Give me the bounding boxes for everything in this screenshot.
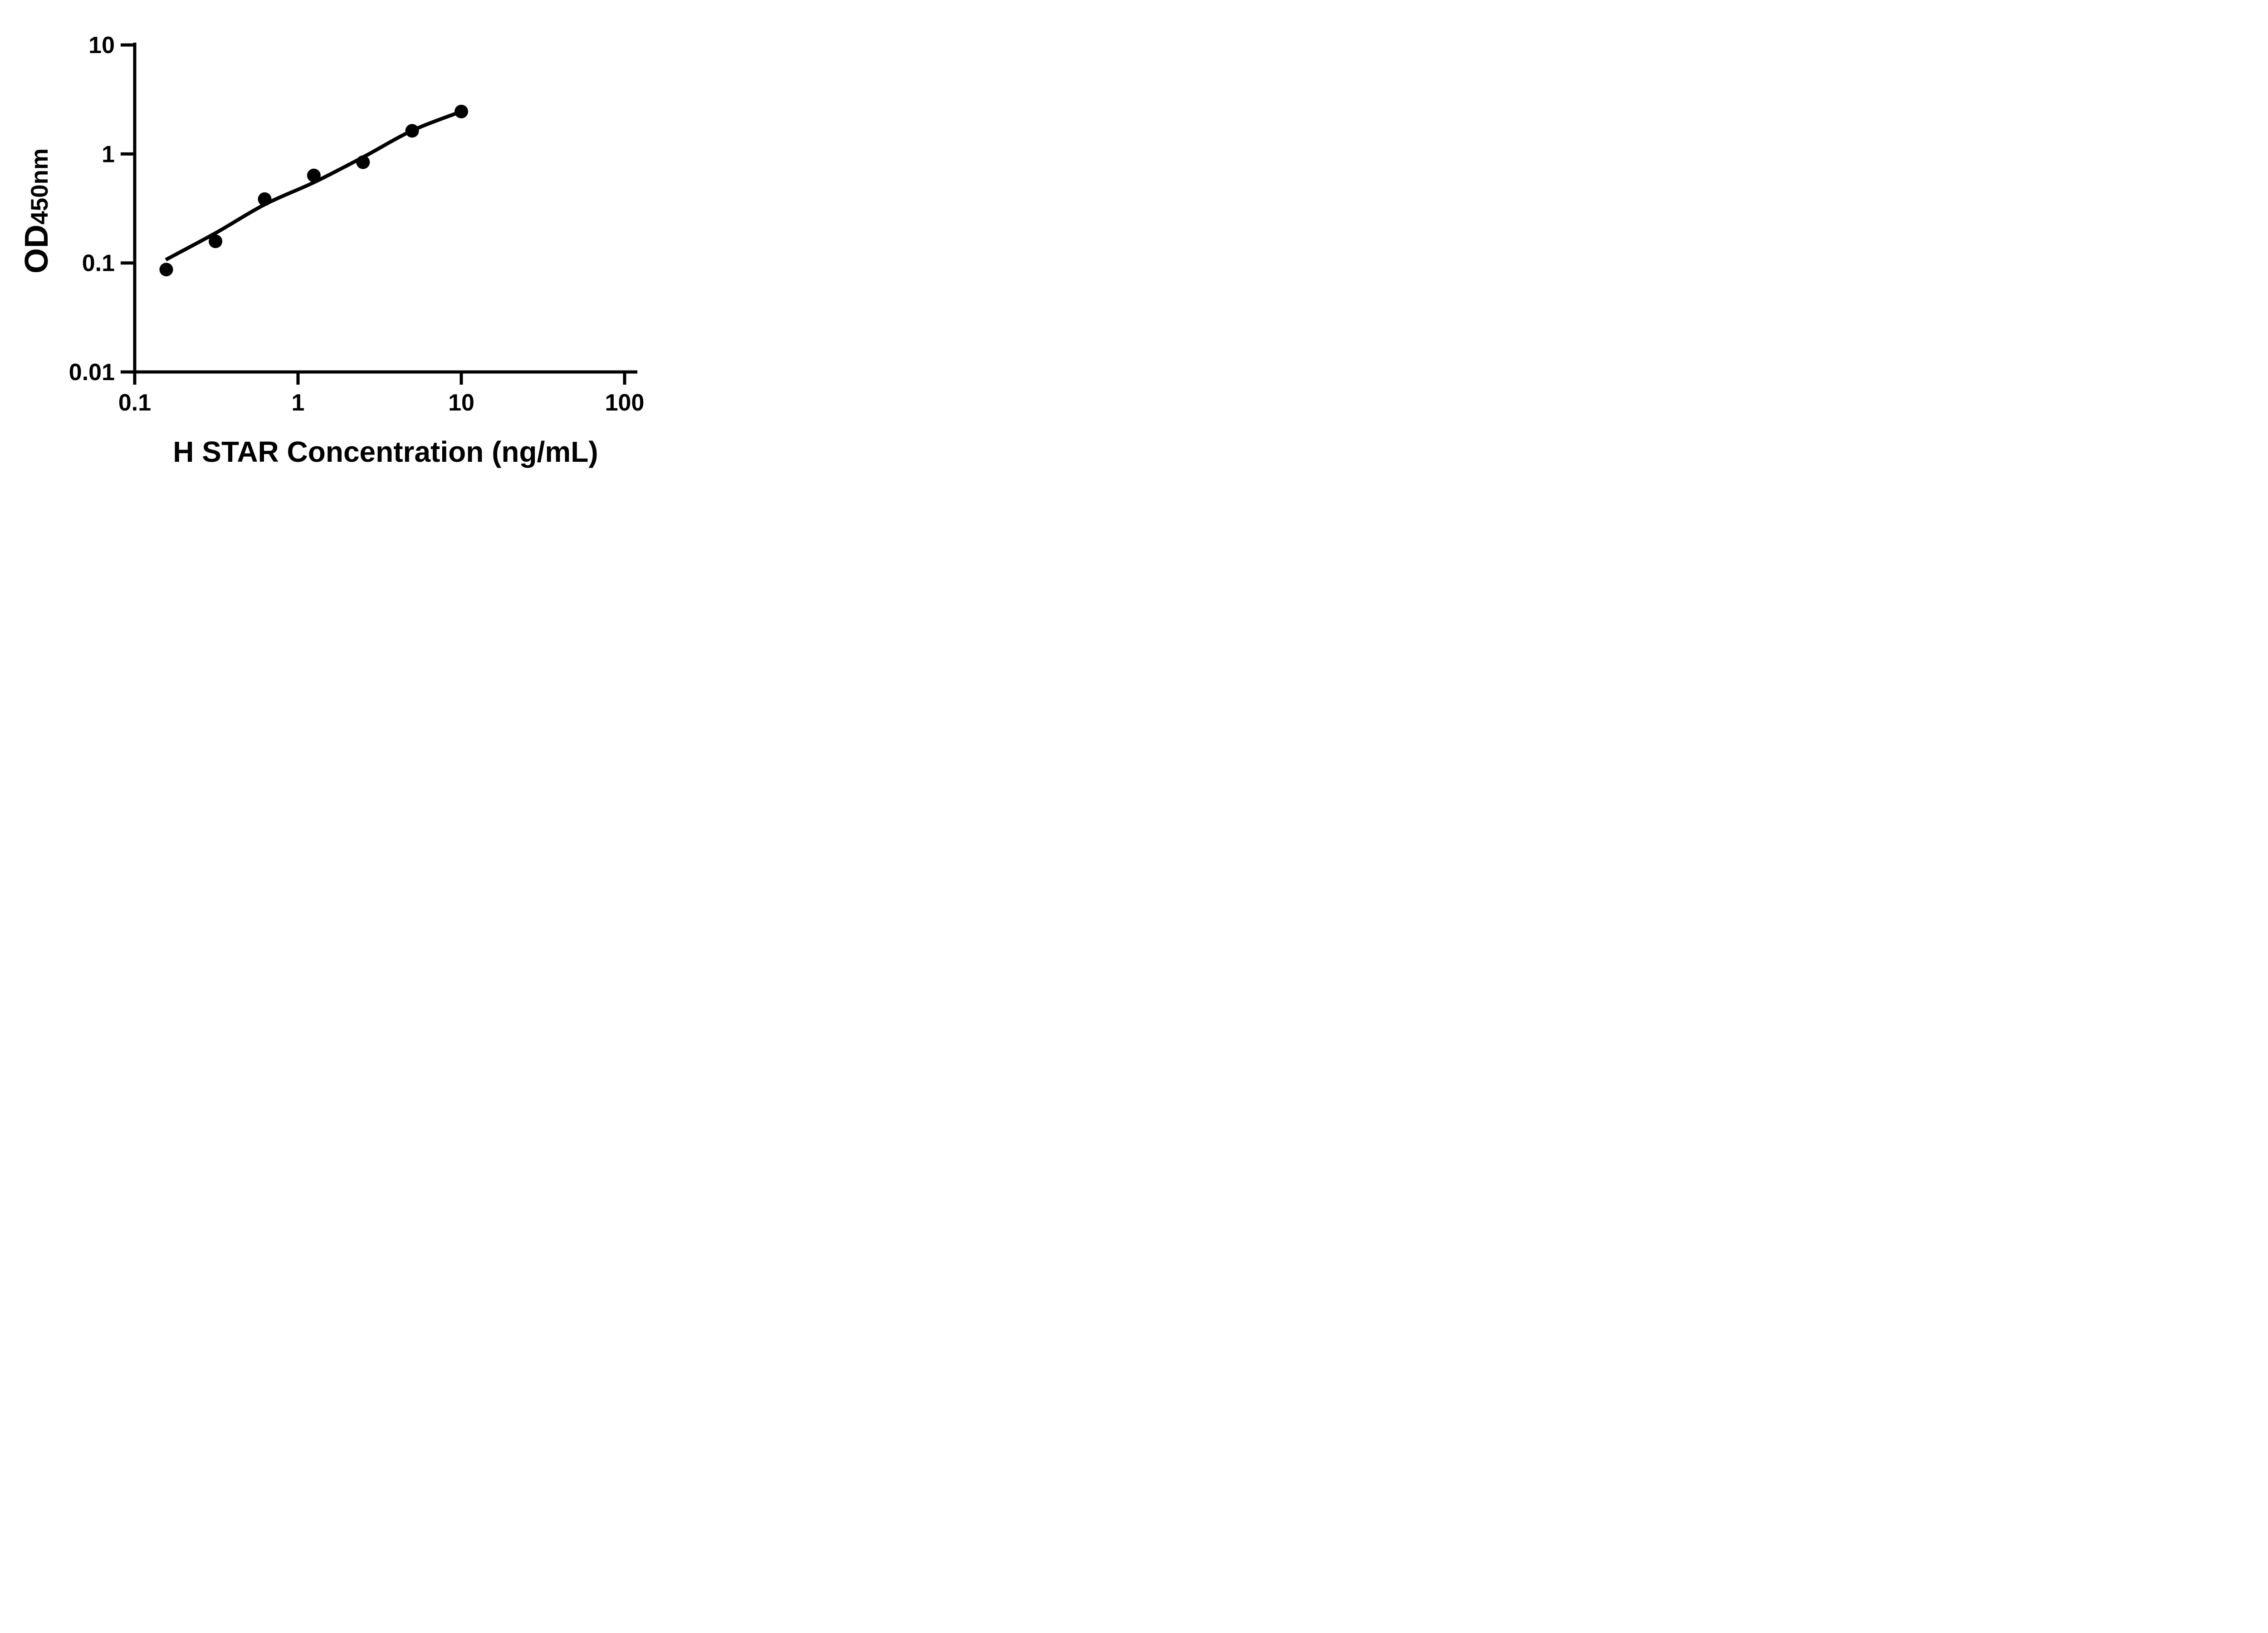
data-point-marker bbox=[307, 168, 321, 182]
x-tick-label: 1 bbox=[292, 390, 305, 416]
y-axis-title-main: OD bbox=[19, 225, 55, 274]
data-point-marker bbox=[455, 104, 468, 118]
x-tick-label: 100 bbox=[605, 390, 645, 416]
data-point-marker bbox=[405, 124, 419, 138]
x-axis-title: H STAR Concentration (ng/mL) bbox=[173, 435, 598, 468]
data-point-marker bbox=[258, 192, 272, 206]
axis-spines bbox=[133, 43, 637, 374]
x-tick-label: 0.1 bbox=[118, 390, 151, 416]
data-point-marker bbox=[356, 155, 370, 169]
elisa-standard-curve-figure: 0.1 1 10 100 10 1 0.1 0.01 H STAR Concentration… bbox=[0, 0, 700, 490]
y-tick-label: 0.01 bbox=[69, 359, 115, 386]
y-tick-label: 1 bbox=[102, 141, 115, 167]
y-axis-title-subscript: 450nm bbox=[26, 148, 53, 225]
y-tick-label: 10 bbox=[88, 32, 115, 59]
y-tick-label: 0.1 bbox=[82, 250, 115, 277]
data-point-marker bbox=[159, 263, 173, 277]
y-axis-title: OD450nm bbox=[19, 148, 55, 274]
data-point-marker bbox=[209, 235, 223, 248]
x-tick-label: 10 bbox=[448, 390, 474, 416]
